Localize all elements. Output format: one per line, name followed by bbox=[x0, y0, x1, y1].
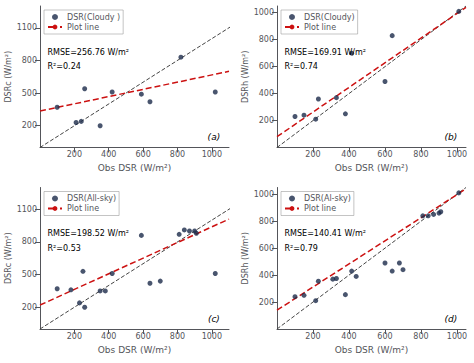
svg-text:R²=0.79: R²=0.79 bbox=[285, 244, 318, 253]
svg-text:800: 800 bbox=[413, 332, 428, 341]
svg-text:DSR(Cloudy): DSR(Cloudy) bbox=[304, 13, 355, 22]
svg-text:600: 600 bbox=[135, 150, 150, 159]
svg-text:500: 500 bbox=[22, 89, 37, 98]
svg-text:Obs DSR (W/m²): Obs DSR (W/m²) bbox=[98, 345, 171, 355]
svg-text:600: 600 bbox=[259, 62, 274, 71]
svg-text:Obs DSR (W/m²): Obs DSR (W/m²) bbox=[98, 163, 171, 173]
svg-text:DSR(All-sky): DSR(All-sky) bbox=[67, 194, 116, 203]
svg-text:1000: 1000 bbox=[447, 150, 467, 159]
svg-text:(c): (c) bbox=[208, 314, 220, 324]
svg-text:Plot line: Plot line bbox=[67, 204, 99, 213]
svg-text:800: 800 bbox=[170, 332, 185, 341]
svg-text:1000: 1000 bbox=[447, 332, 467, 341]
svg-text:600: 600 bbox=[135, 332, 150, 341]
svg-text:R²=0.24: R²=0.24 bbox=[48, 62, 81, 71]
svg-text:Plot line: Plot line bbox=[304, 204, 336, 213]
svg-text:Obs DSR (W/m²): Obs DSR (W/m²) bbox=[335, 345, 408, 355]
svg-text:600: 600 bbox=[377, 332, 392, 341]
svg-text:400: 400 bbox=[101, 332, 116, 341]
svg-text:800: 800 bbox=[22, 237, 37, 246]
svg-text:200: 200 bbox=[305, 150, 320, 159]
svg-text:Obs DSR (W/m²): Obs DSR (W/m²) bbox=[335, 163, 408, 173]
svg-text:600: 600 bbox=[259, 244, 274, 253]
svg-text:800: 800 bbox=[170, 150, 185, 159]
svg-text:RMSE=198.52 W/m²: RMSE=198.52 W/m² bbox=[48, 229, 129, 238]
svg-text:400: 400 bbox=[259, 89, 274, 98]
svg-text:RMSE=256.76 W/m²: RMSE=256.76 W/m² bbox=[48, 48, 129, 57]
svg-text:800: 800 bbox=[22, 56, 37, 65]
svg-text:200: 200 bbox=[259, 298, 274, 307]
svg-text:DSR(Cloudy ): DSR(Cloudy ) bbox=[67, 13, 120, 22]
svg-text:200: 200 bbox=[67, 332, 82, 341]
svg-text:400: 400 bbox=[341, 332, 356, 341]
svg-text:RMSE=169.91 W/m²: RMSE=169.91 W/m² bbox=[285, 48, 366, 57]
svg-text:1000: 1000 bbox=[254, 190, 274, 199]
svg-text:200: 200 bbox=[22, 303, 37, 312]
svg-text:DSRh (W/m²): DSRh (W/m²) bbox=[241, 51, 250, 103]
svg-text:1100: 1100 bbox=[17, 205, 37, 214]
svg-text:400: 400 bbox=[101, 150, 116, 159]
svg-text:800: 800 bbox=[259, 35, 274, 44]
svg-text:(b): (b) bbox=[445, 132, 458, 142]
svg-text:1000: 1000 bbox=[254, 8, 274, 17]
svg-text:DSRh (W/m²): DSRh (W/m²) bbox=[241, 232, 250, 284]
svg-text:400: 400 bbox=[259, 271, 274, 280]
svg-text:DSRc (W/m²): DSRc (W/m²) bbox=[4, 232, 13, 284]
svg-text:1000: 1000 bbox=[202, 150, 222, 159]
svg-text:R²=0.53: R²=0.53 bbox=[48, 244, 81, 253]
svg-text:Plot line: Plot line bbox=[304, 23, 336, 32]
svg-text:(a): (a) bbox=[208, 132, 221, 142]
svg-text:Plot line: Plot line bbox=[67, 23, 99, 32]
svg-text:DSR(Al-sky): DSR(Al-sky) bbox=[304, 194, 351, 203]
svg-text:(d): (d) bbox=[445, 314, 458, 324]
svg-text:200: 200 bbox=[305, 332, 320, 341]
svg-text:800: 800 bbox=[413, 150, 428, 159]
svg-text:DSRc (W/m²): DSRc (W/m²) bbox=[4, 51, 13, 103]
svg-text:500: 500 bbox=[22, 270, 37, 279]
svg-text:1000: 1000 bbox=[202, 332, 222, 341]
svg-text:400: 400 bbox=[341, 150, 356, 159]
svg-text:1100: 1100 bbox=[17, 23, 37, 32]
svg-text:RMSE=140.41 W/m²: RMSE=140.41 W/m² bbox=[285, 229, 366, 238]
svg-text:800: 800 bbox=[259, 217, 274, 226]
svg-text:600: 600 bbox=[377, 150, 392, 159]
svg-text:200: 200 bbox=[67, 150, 82, 159]
svg-text:200: 200 bbox=[259, 116, 274, 125]
svg-text:R²=0.74: R²=0.74 bbox=[285, 62, 318, 71]
svg-text:200: 200 bbox=[22, 121, 37, 130]
